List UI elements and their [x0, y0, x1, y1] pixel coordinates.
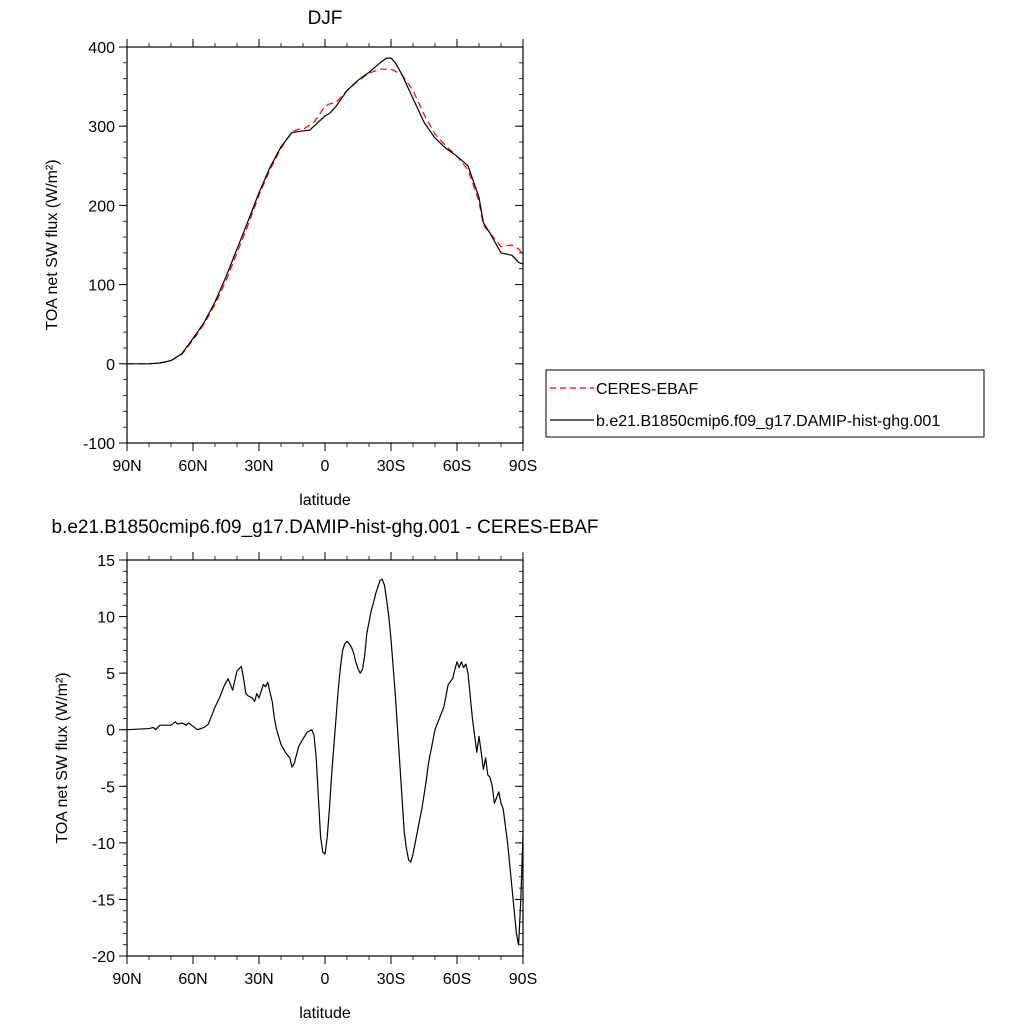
- bottom-xtick-label: 90N: [112, 971, 141, 988]
- top-ytick-label: 200: [88, 198, 115, 215]
- top-xtick-label: 0: [321, 458, 330, 475]
- top-ytick-label: 0: [106, 357, 115, 374]
- bottom-xtick-label: 90S: [509, 971, 537, 988]
- bottom-xtick-label: 0: [321, 971, 330, 988]
- bottom-ytick-label: 0: [106, 723, 115, 740]
- top-panel-xlabel: latitude: [299, 492, 351, 509]
- top-xtick-label: 90S: [509, 458, 537, 475]
- legend-label-model: b.e21.B1850cmip6.f09_g17.DAMIP-hist-ghg.…: [596, 413, 940, 430]
- bottom-ytick-label: 10: [97, 610, 115, 627]
- bottom-panel-ylabel: TOA net SW flux (W/m²): [54, 672, 71, 843]
- top-panel: DJF latitude TOA net SW flux (W/m²) -100…: [44, 8, 537, 509]
- top-ytick-label: 100: [88, 278, 115, 295]
- top-series-line-0: [127, 68, 524, 365]
- top-xtick-label: 30S: [377, 458, 405, 475]
- bottom-panel-xlabel: latitude: [299, 1005, 351, 1022]
- legend: CERES-EBAF b.e21.B1850cmip6.f09_g17.DAMI…: [545, 369, 985, 438]
- top-series-line-1: [127, 57, 524, 365]
- bottom-panel-frame: [126, 559, 524, 957]
- bottom-ytick-label: 15: [97, 553, 115, 570]
- bottom-ytick-label: 5: [106, 666, 115, 683]
- bottom-panel: b.e21.B1850cmip6.f09_g17.DAMIP-hist-ghg.…: [51, 517, 598, 1022]
- legend-box: [545, 369, 985, 438]
- top-xtick-label: 60N: [178, 458, 207, 475]
- top-ytick-label: 400: [88, 40, 115, 57]
- top-xtick-label: 90N: [112, 458, 141, 475]
- top-panel-frame: [126, 46, 524, 444]
- bottom-xtick-label: 60N: [178, 971, 207, 988]
- bottom-ytick-label: -15: [92, 892, 115, 909]
- bottom-ytick-label: -10: [92, 836, 115, 853]
- bottom-ytick-label: -20: [92, 949, 115, 966]
- bottom-xtick-label: 30N: [244, 971, 273, 988]
- top-panel-ylabel: TOA net SW flux (W/m²): [44, 159, 61, 330]
- bottom-panel-title: b.e21.B1850cmip6.f09_g17.DAMIP-hist-ghg.…: [51, 517, 598, 538]
- top-xtick-label: 30N: [244, 458, 273, 475]
- top-xtick-label: 60S: [443, 458, 471, 475]
- bottom-xtick-label: 30S: [377, 971, 405, 988]
- bottom-series-line-0: [126, 578, 524, 946]
- top-ytick-label: 300: [88, 119, 115, 136]
- bottom-xtick-label: 60S: [443, 971, 471, 988]
- top-ytick-label: -100: [83, 436, 115, 453]
- top-panel-title: DJF: [308, 8, 343, 29]
- legend-label-ceres: CERES-EBAF: [596, 381, 698, 398]
- bottom-ytick-label: -5: [101, 779, 115, 796]
